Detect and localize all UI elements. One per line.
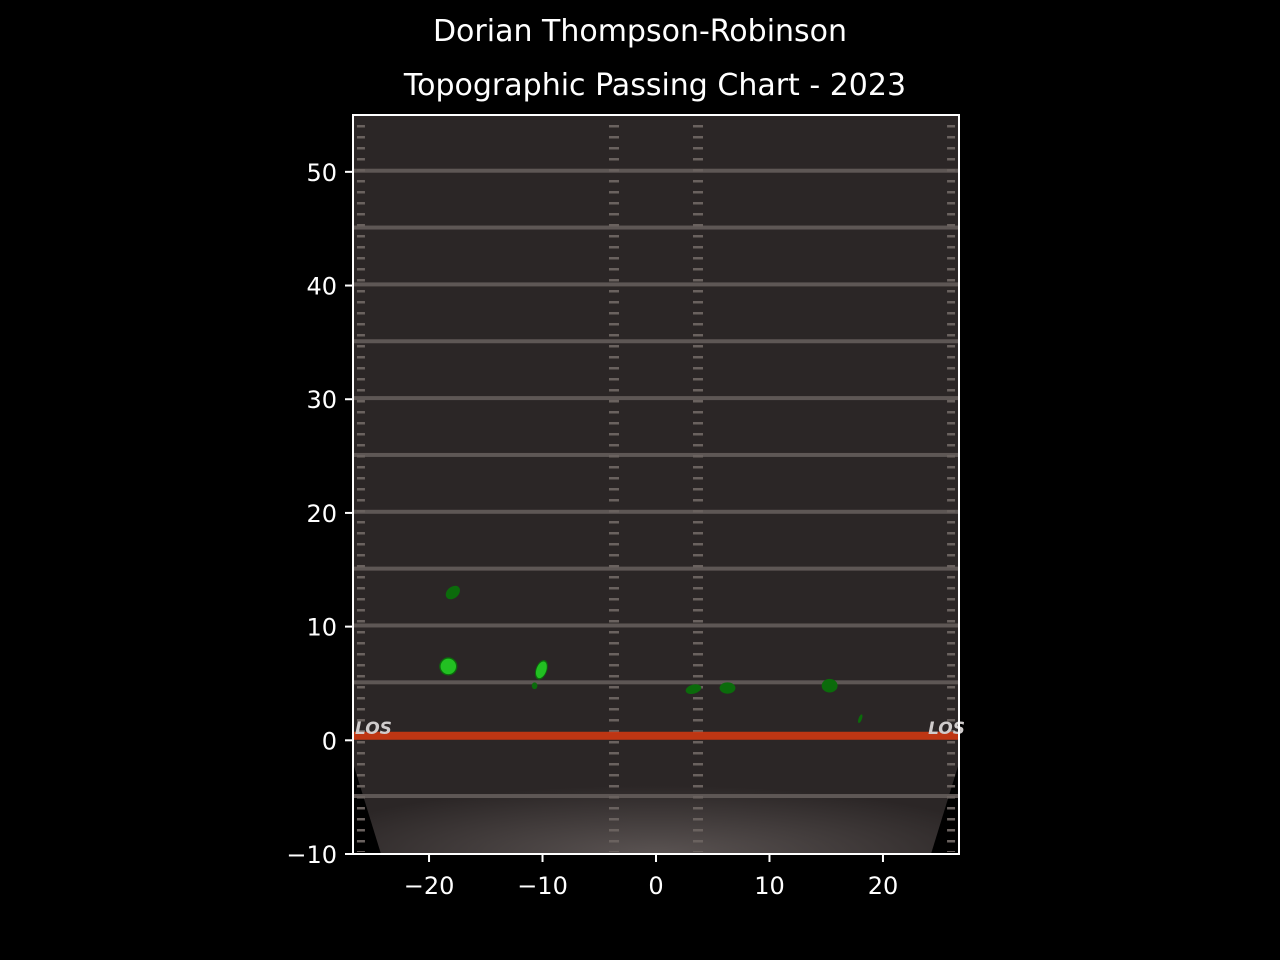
hash-marks [692, 117, 703, 852]
yard-line [353, 396, 959, 401]
hash-marks [609, 117, 620, 852]
yard-line [353, 168, 959, 173]
y-axis: −10 0 10 20 30 40 50 [286, 159, 353, 869]
y-tick-label: 0 [322, 727, 337, 755]
line-of-scrimmage: LOS LOS [353, 719, 965, 740]
hash-marks [356, 117, 365, 852]
x-tick-label: 10 [754, 872, 785, 900]
field-surface [353, 115, 959, 854]
x-tick-label: −20 [404, 872, 455, 900]
football-field [353, 115, 959, 854]
x-tick-label: −10 [517, 872, 568, 900]
yard-line [353, 452, 959, 457]
density-region [531, 682, 538, 690]
density-region [535, 660, 548, 680]
x-tick-label: 0 [648, 872, 663, 900]
y-tick-label: 20 [306, 500, 337, 528]
y-tick-label: 10 [306, 614, 337, 642]
x-axis: −20 −10 0 10 20 [404, 854, 899, 900]
yard-line [353, 794, 959, 799]
yard-line [353, 680, 959, 685]
pass-density-regions [439, 585, 863, 724]
chart-title: Dorian Thompson-Robinson [432, 14, 848, 49]
hash-marks [947, 117, 956, 852]
yard-line [353, 509, 959, 514]
y-tick-label: 40 [306, 273, 337, 301]
y-tick-label: −10 [286, 841, 337, 869]
yard-line [353, 623, 959, 628]
y-tick-label: 50 [306, 159, 337, 187]
density-region [858, 714, 863, 724]
density-region [685, 684, 702, 694]
x-tick-label: 20 [868, 872, 899, 900]
yard-line [353, 566, 959, 571]
los-label-right: LOS [928, 719, 965, 739]
los-line [353, 731, 959, 740]
yard-line [353, 339, 959, 344]
density-region [439, 657, 458, 676]
y-tick-label: 30 [306, 386, 337, 414]
los-label-left: LOS [355, 719, 392, 739]
density-region [821, 678, 838, 693]
yard-line [353, 225, 959, 230]
chart-subtitle: Topographic Passing Chart - 2023 [403, 68, 907, 103]
density-region [445, 585, 460, 600]
density-region [719, 682, 736, 694]
yard-line [353, 282, 959, 287]
